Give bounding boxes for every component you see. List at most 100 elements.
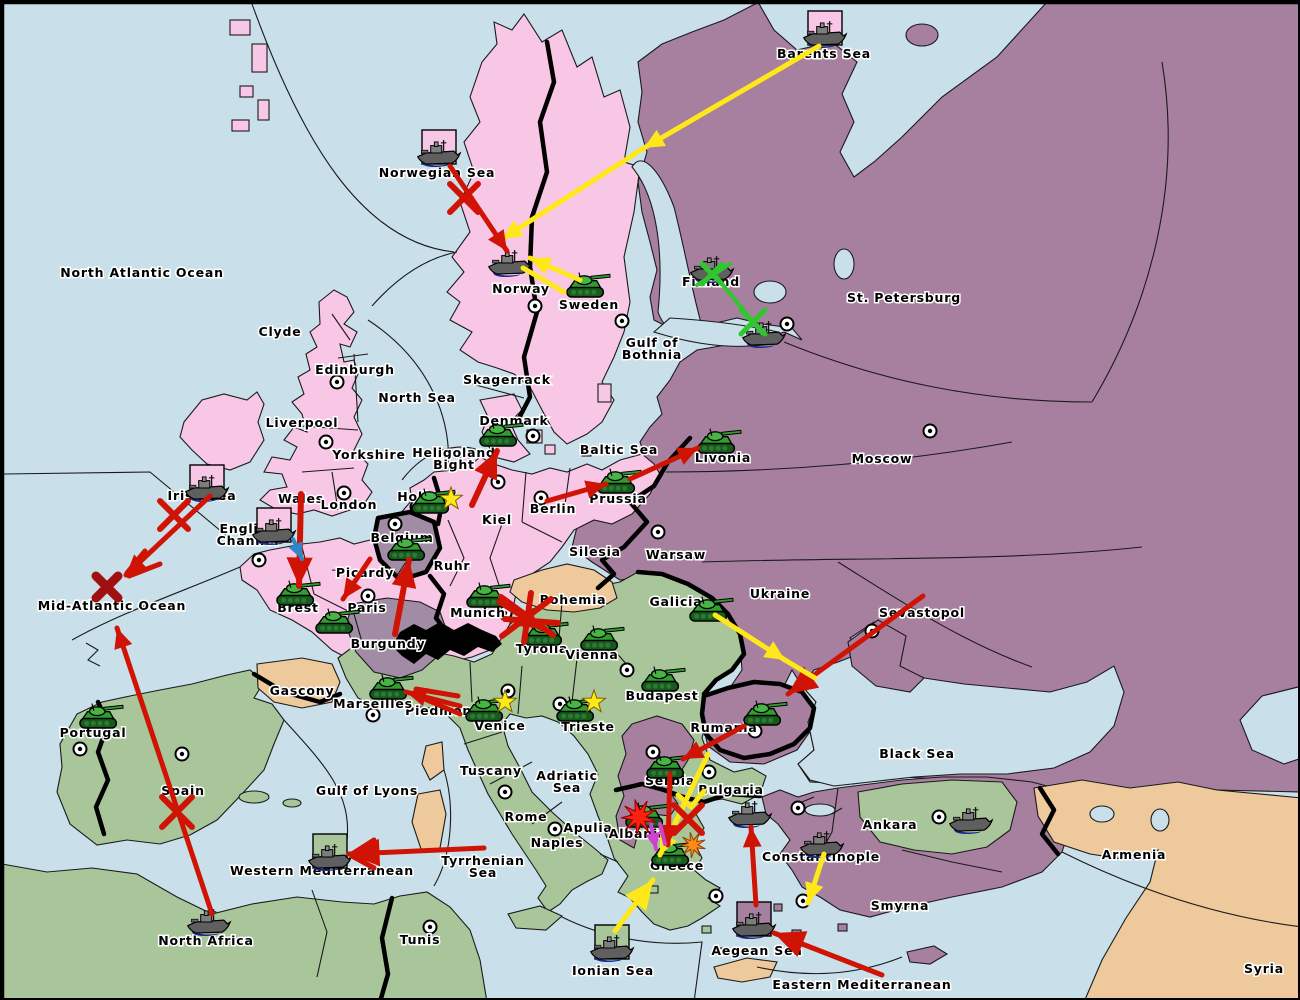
- province-label: Berlin: [530, 501, 576, 516]
- supply-center-dot: [251, 552, 267, 568]
- province-label: Kiel: [482, 512, 512, 527]
- supply-center-dot: [329, 374, 345, 390]
- island-balearics: [282, 798, 302, 808]
- bornholm-island: [581, 447, 592, 457]
- border-rumania-bulgaria: [699, 679, 817, 761]
- supply-center-dot: [701, 764, 717, 780]
- province-label: Smyrna: [871, 898, 929, 913]
- order-arrowhead: [114, 628, 133, 650]
- sea-label: Black Sea: [879, 746, 954, 761]
- supply-center-dot: [790, 800, 806, 816]
- capture-star: [438, 485, 464, 510]
- order-line-yellow: [675, 792, 694, 810]
- gotland-island: [597, 383, 612, 403]
- failed-order-x-darkred: [91, 571, 123, 603]
- region-north-africa: [2, 863, 487, 998]
- province-label: Yorkshire: [331, 447, 405, 462]
- supply-center-dot: [174, 746, 190, 762]
- region-switzerland-impassable: [392, 622, 502, 664]
- province-label: Ukraine: [750, 586, 810, 601]
- supply-center-dot: [931, 809, 947, 825]
- sea-caspian-edge: [1239, 686, 1298, 765]
- aegean-island: [701, 925, 712, 934]
- order-arrowhead: [683, 741, 706, 759]
- province-label: Ankara: [863, 817, 918, 832]
- sea-label: Barents Sea: [777, 46, 871, 61]
- region-south-europe: [337, 571, 767, 931]
- supply-center-dot: [525, 428, 541, 444]
- supply-center-dot: [650, 524, 666, 540]
- order-arrowhead: [675, 447, 698, 465]
- border-tunis: [378, 895, 395, 998]
- supply-center-dot: [619, 662, 635, 678]
- province-label: Liverpool: [266, 415, 339, 430]
- northern-isle: [229, 19, 251, 36]
- province-label: St. Petersburg: [847, 290, 961, 305]
- failed-order-x-green: [738, 307, 768, 337]
- province-label: Ruhr: [434, 558, 471, 573]
- province-label: Budapest: [625, 688, 698, 703]
- order-arrowhead: [349, 838, 381, 867]
- border-pyrenees: [251, 671, 343, 705]
- province-label: Naples: [531, 835, 584, 850]
- order-line-red: [521, 590, 534, 645]
- sea-borders: [3, 3, 903, 998]
- supply-center-dot: [747, 723, 763, 739]
- lake-onega: [833, 248, 855, 280]
- capture-star: [492, 688, 518, 713]
- northern-isle: [251, 43, 268, 73]
- order-arrowhead: [742, 827, 762, 848]
- province-label: Apulia: [563, 820, 612, 835]
- province-label: Warsaw: [646, 547, 706, 562]
- lake-ladoga: [753, 280, 787, 304]
- order-arrow-yellow: [641, 43, 822, 151]
- supply-center-dot: [318, 434, 334, 450]
- order-line-red: [412, 692, 463, 717]
- supply-center-dot: [779, 316, 795, 332]
- sea-label: Ionian Sea: [572, 963, 654, 978]
- region-britain: [259, 289, 373, 517]
- order-line-red: [502, 616, 561, 626]
- supply-center-dot: [645, 744, 661, 760]
- order-arrow-yellow: [499, 145, 647, 242]
- province-label: Burgundy: [351, 636, 426, 651]
- province-label: Munich: [450, 605, 506, 620]
- border-belgium: [371, 509, 443, 583]
- region-armenia-syria: [1033, 779, 1298, 998]
- order-line-yellow: [782, 657, 818, 681]
- sea-label: Norwegian Sea: [379, 165, 495, 180]
- danish-island: [544, 444, 556, 455]
- northern-isle: [231, 119, 250, 132]
- order-arrowhead: [530, 257, 553, 275]
- aegean-island: [773, 903, 783, 912]
- order-arrowhead: [286, 557, 313, 586]
- province-label: Syria: [1244, 961, 1284, 976]
- province-label: Edinburgh: [315, 362, 395, 377]
- northern-isle: [257, 99, 270, 121]
- sea-label: Aegean Sea: [711, 943, 802, 958]
- order-line-red: [413, 686, 461, 699]
- supply-center-dot: [533, 490, 549, 506]
- province-label: Galicia: [650, 594, 703, 609]
- province-label: North Africa: [158, 933, 253, 948]
- order-arrowhead: [644, 129, 667, 148]
- province-label: Silesia: [569, 544, 621, 559]
- order-line-red: [124, 548, 148, 576]
- order-arrowhead: [805, 881, 824, 903]
- province-label: Trieste: [561, 719, 615, 734]
- supply-center-dot: [547, 821, 563, 837]
- province-label: Picardy: [336, 565, 394, 580]
- order-arrowhead: [343, 577, 362, 599]
- province-label: Bulgaria: [698, 782, 763, 797]
- province-label: Portugal: [60, 725, 127, 740]
- province-label: Sevastopol: [879, 605, 965, 620]
- order-arrowhead: [645, 831, 661, 849]
- region-gascony: [256, 657, 341, 709]
- province-label: Rumania: [690, 720, 757, 735]
- province-label: Prussia: [589, 491, 646, 506]
- province-label: Rome: [505, 809, 548, 824]
- border-east-front: [595, 435, 693, 591]
